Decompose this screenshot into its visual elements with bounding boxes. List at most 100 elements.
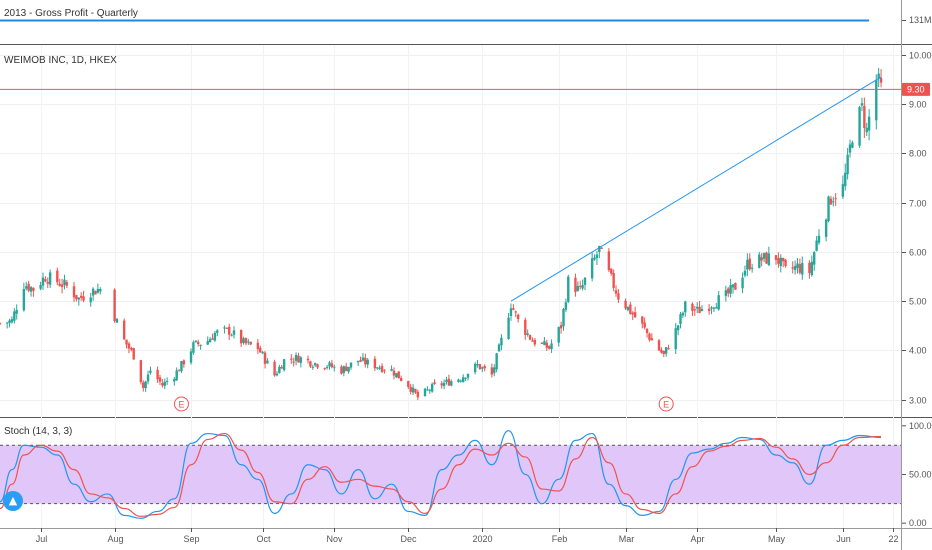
time-tick-label: Mar [619, 534, 635, 544]
time-tick-label: 2020 [472, 534, 492, 544]
candle-body [113, 289, 116, 322]
candle-body [442, 382, 446, 387]
price-grid: 10.00 9.00 8.00 7.00 6.00 5.00 4.00 3.00 [0, 51, 932, 406]
candle-body [851, 142, 854, 148]
candle-body [727, 288, 730, 294]
candle-body [206, 341, 209, 345]
candle-body [547, 346, 551, 349]
candle-body [445, 379, 448, 383]
candle-body [834, 198, 837, 200]
candle-body [414, 389, 417, 393]
candle-body [199, 344, 202, 347]
candle-body [13, 311, 16, 321]
candle-body [798, 264, 802, 273]
candle-body [91, 288, 95, 296]
candle-body [514, 311, 517, 313]
candle-body [631, 312, 634, 315]
candle-body [746, 259, 749, 270]
candle-body [263, 352, 267, 364]
candle-body [545, 342, 548, 348]
candle-body [734, 283, 737, 290]
candle-body [309, 361, 312, 367]
candle-body [325, 366, 329, 368]
candle-body [564, 302, 568, 310]
candle-body [411, 387, 415, 393]
candle-body [194, 340, 197, 342]
candle-body [698, 306, 701, 314]
candle-body [196, 341, 200, 345]
price-tick-label: 9.00 [909, 100, 927, 110]
trendline[interactable] [510, 76, 882, 302]
candle-body [347, 366, 350, 372]
candle-body [223, 327, 226, 329]
candle-body [696, 306, 699, 309]
candle-body [132, 348, 135, 360]
candle-body [447, 378, 451, 386]
time-tick-label: Sep [183, 534, 199, 544]
candle-body [600, 247, 603, 249]
candle-body [784, 259, 787, 267]
stoch-grid: 100.00 50.00 0.00 [902, 421, 932, 528]
candle-body [228, 326, 231, 335]
earnings-marker[interactable] [173, 396, 189, 412]
candle-body [130, 347, 133, 350]
candle-body [724, 290, 728, 296]
candle-body [311, 366, 314, 368]
candle-body [462, 377, 465, 382]
candle-body [213, 332, 217, 341]
candle-body [476, 364, 479, 366]
candle-body [275, 373, 279, 376]
candle-body [824, 219, 828, 237]
candle-body [208, 339, 212, 343]
candle-body [579, 285, 582, 287]
candle-body [743, 270, 747, 276]
candle-body [781, 257, 785, 262]
candle-body [395, 373, 398, 378]
candle-body [879, 78, 883, 83]
candle-body [691, 303, 694, 311]
stoch-k-line [0, 430, 882, 519]
tradingview-logo-icon[interactable]: ▲ [3, 491, 23, 511]
candle-body [512, 308, 515, 310]
candle-body [507, 317, 510, 340]
candle-body [796, 263, 799, 269]
candle-body [574, 277, 577, 293]
earnings-marker[interactable] [658, 396, 674, 412]
candle-body [495, 353, 498, 370]
candle-body [576, 285, 580, 291]
candle-body [590, 258, 594, 279]
time-tick-label: Jun [836, 534, 851, 544]
candle-body [333, 366, 336, 368]
candle-body [273, 361, 276, 376]
time-tick-label: 22 [888, 534, 898, 544]
price-tick-label: 7.00 [909, 199, 927, 209]
candle-body [139, 360, 143, 383]
candle-body [5, 322, 9, 324]
candle-body [32, 287, 35, 291]
candle-body [125, 339, 128, 345]
candle-body [79, 295, 83, 298]
candle-body [0, 323, 2, 325]
candle-body [376, 367, 379, 369]
earnings-marker-label: E [178, 400, 184, 410]
earnings-marker-label: E [663, 400, 669, 410]
candle-body [247, 341, 250, 343]
candle-body [509, 308, 513, 316]
candle-body [142, 382, 145, 388]
candle-body [10, 319, 14, 323]
stoch-tick-label: 100.00 [909, 421, 932, 431]
time-tick-label: Feb [552, 534, 568, 544]
candle-body [633, 312, 637, 318]
fundamental-pane-label: 2013 - Gross Profit - Quarterly [4, 8, 138, 19]
candle-body [648, 333, 651, 340]
candle-body [44, 279, 47, 282]
candle-body [46, 281, 49, 284]
candle-body [244, 338, 248, 344]
candle-body [493, 367, 496, 374]
candle-body [595, 254, 599, 259]
price-tick-label: 4.00 [909, 346, 927, 356]
candle-body [122, 320, 126, 340]
candle-body [865, 127, 868, 133]
candle-body [497, 344, 501, 352]
candle-body [266, 360, 269, 364]
